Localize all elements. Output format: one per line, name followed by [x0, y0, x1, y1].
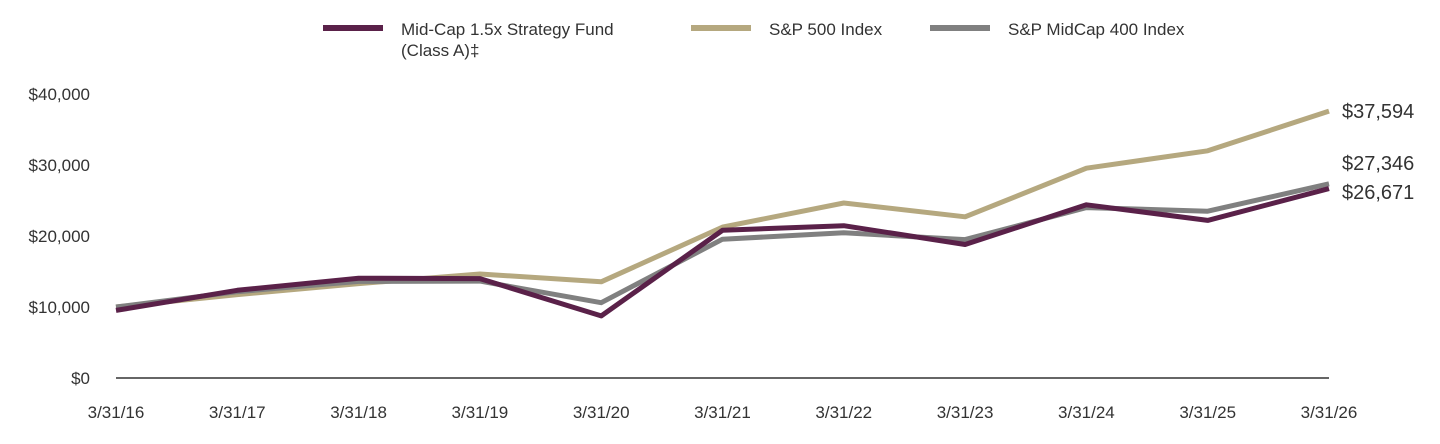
x-tick-label: 3/31/16 — [88, 403, 145, 422]
y-tick-label: $40,000 — [29, 85, 90, 104]
x-tick-label: 3/31/22 — [815, 403, 872, 422]
legend-label: Mid-Cap 1.5x Strategy Fund — [401, 20, 614, 39]
legend-item: S&P MidCap 400 Index — [930, 20, 1185, 39]
y-tick-label: $30,000 — [29, 156, 90, 175]
x-tick-label: 3/31/25 — [1179, 403, 1236, 422]
legend-label: S&P MidCap 400 Index — [1008, 20, 1185, 39]
y-tick-label: $20,000 — [29, 227, 90, 246]
x-tick-label: 3/31/20 — [573, 403, 630, 422]
y-axis: $0 $10,000 $20,000 $30,000 $40,000 — [29, 85, 90, 388]
y-tick-label: $10,000 — [29, 298, 90, 317]
x-tick-label: 3/31/24 — [1058, 403, 1115, 422]
x-axis: 3/31/16 3/31/17 3/31/18 3/31/19 3/31/20 3/31/… — [88, 377, 1358, 422]
x-tick-label: 3/31/17 — [209, 403, 266, 422]
x-tick-label: 3/31/26 — [1301, 403, 1358, 422]
legend-item: Mid-Cap 1.5x Strategy Fund (Class A)‡ — [323, 20, 614, 60]
series-line-0 — [115, 186, 1330, 319]
y-tick-label: $0 — [71, 369, 90, 388]
series-lines — [115, 108, 1330, 319]
legend-item: S&P 500 Index — [691, 20, 883, 39]
legend-label: (Class A)‡ — [401, 41, 479, 60]
end-value-label: $26,671 — [1342, 182, 1414, 204]
x-tick-label: 3/31/23 — [937, 403, 994, 422]
x-tick-label: 3/31/21 — [694, 403, 751, 422]
legend-label: S&P 500 Index — [769, 20, 883, 39]
x-tick-label: 3/31/18 — [330, 403, 387, 422]
x-tick-label: 3/31/19 — [452, 403, 509, 422]
legend: Mid-Cap 1.5x Strategy Fund (Class A)‡ S&P … — [323, 20, 1185, 60]
series-line-2 — [115, 181, 1330, 310]
end-labels: $26,671 $37,594 $27,346 — [1342, 101, 1414, 204]
end-value-label: $27,346 — [1342, 153, 1414, 175]
end-value-label: $37,594 — [1342, 101, 1414, 123]
